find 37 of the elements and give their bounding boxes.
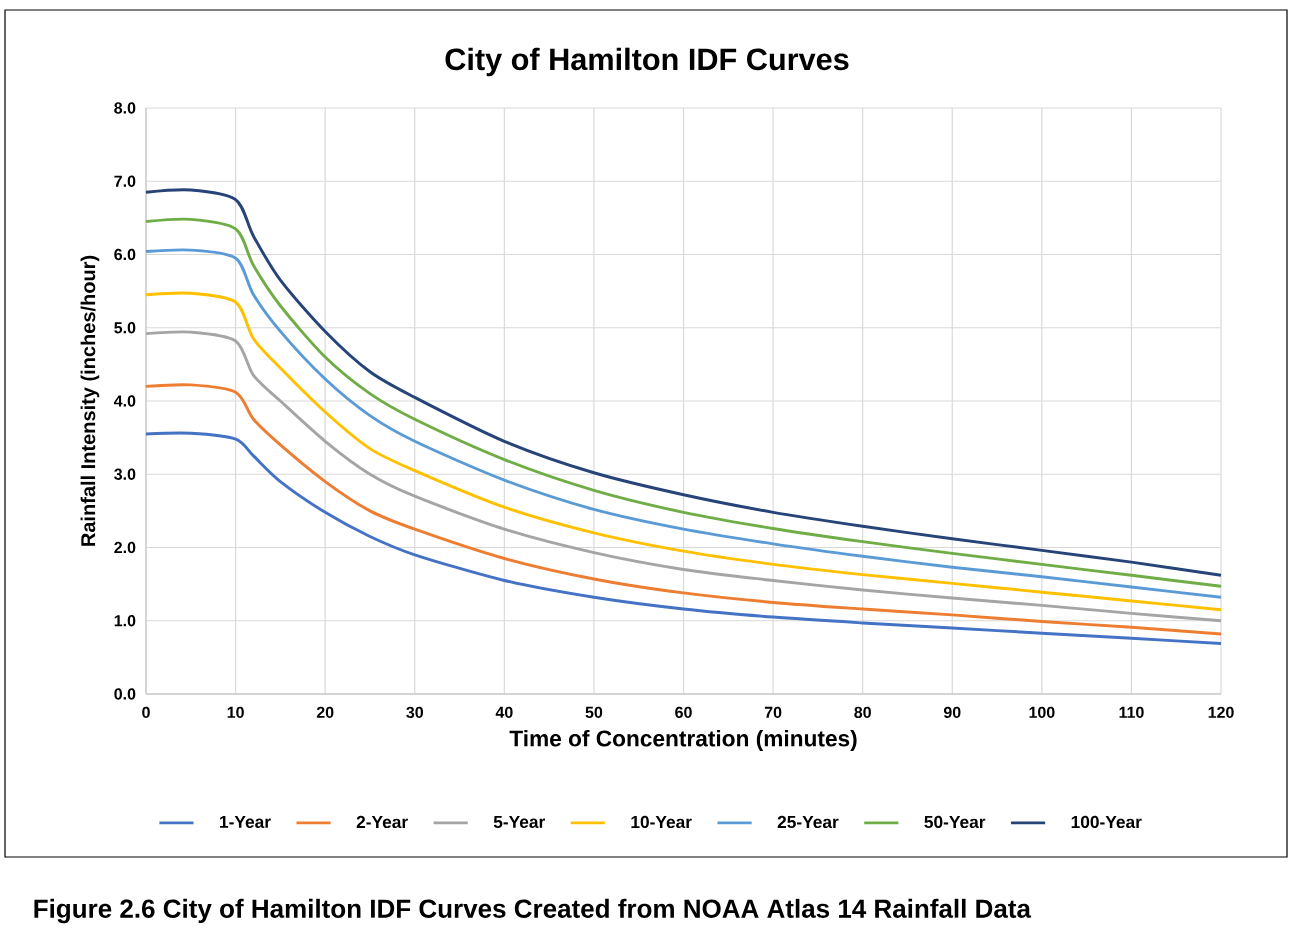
x-tick-label: 90 bbox=[943, 706, 961, 719]
y-tick-label: 6.0 bbox=[114, 248, 136, 261]
x-axis-title: Time of Concentration (minutes) bbox=[509, 729, 857, 751]
y-tick-label: 5.0 bbox=[114, 322, 136, 334]
y-tick-label: 8.0 bbox=[114, 102, 136, 114]
legend-label: 100-Year bbox=[1071, 815, 1142, 829]
y-axis-title: Rainfall Intensity (inches/hour) bbox=[80, 255, 100, 546]
x-tick-label: 110 bbox=[1119, 706, 1144, 719]
x-tick-label: 120 bbox=[1208, 706, 1234, 719]
y-tick-label: 2.0 bbox=[114, 541, 136, 554]
legend-label: 25-Year bbox=[777, 815, 839, 829]
x-tick-label: 40 bbox=[495, 706, 513, 719]
line-series bbox=[144, 383, 1223, 636]
x-tick-label: 100 bbox=[1029, 706, 1055, 719]
x-tick-label: 60 bbox=[675, 706, 692, 719]
y-tick-label: 4.0 bbox=[113, 395, 136, 407]
x-tick-label: 30 bbox=[406, 706, 423, 719]
legend-label: 1-Year bbox=[220, 815, 271, 829]
legend-label: 2-Year bbox=[356, 815, 408, 829]
x-tick-label: 80 bbox=[854, 706, 871, 719]
line-series bbox=[144, 330, 1223, 623]
y-tick-label: 1.0 bbox=[114, 615, 136, 627]
chart-title: City of Hamilton IDF Curves bbox=[445, 47, 849, 77]
y-tick-label: 0.0 bbox=[114, 688, 136, 700]
x-tick-label: 50 bbox=[585, 706, 603, 719]
line-series bbox=[144, 291, 1223, 612]
x-tick-label: 0 bbox=[142, 706, 150, 719]
legend-label: 5-Year bbox=[493, 815, 545, 829]
caption: Figure 2.6 City of Hamilton IDF Curves Created from NOAA Atlas 14 Rainfall Data bbox=[34, 898, 1032, 924]
legend-label: 50-Year bbox=[924, 815, 986, 829]
x-tick-label: 70 bbox=[764, 706, 782, 719]
y-tick-label: 3.0 bbox=[114, 468, 136, 480]
x-tick-label: 10 bbox=[227, 706, 244, 719]
line-series bbox=[144, 431, 1223, 645]
x-tick-label: 20 bbox=[316, 706, 334, 719]
y-tick-label: 7.0 bbox=[114, 175, 136, 187]
legend-label: 10-Year bbox=[631, 815, 692, 829]
